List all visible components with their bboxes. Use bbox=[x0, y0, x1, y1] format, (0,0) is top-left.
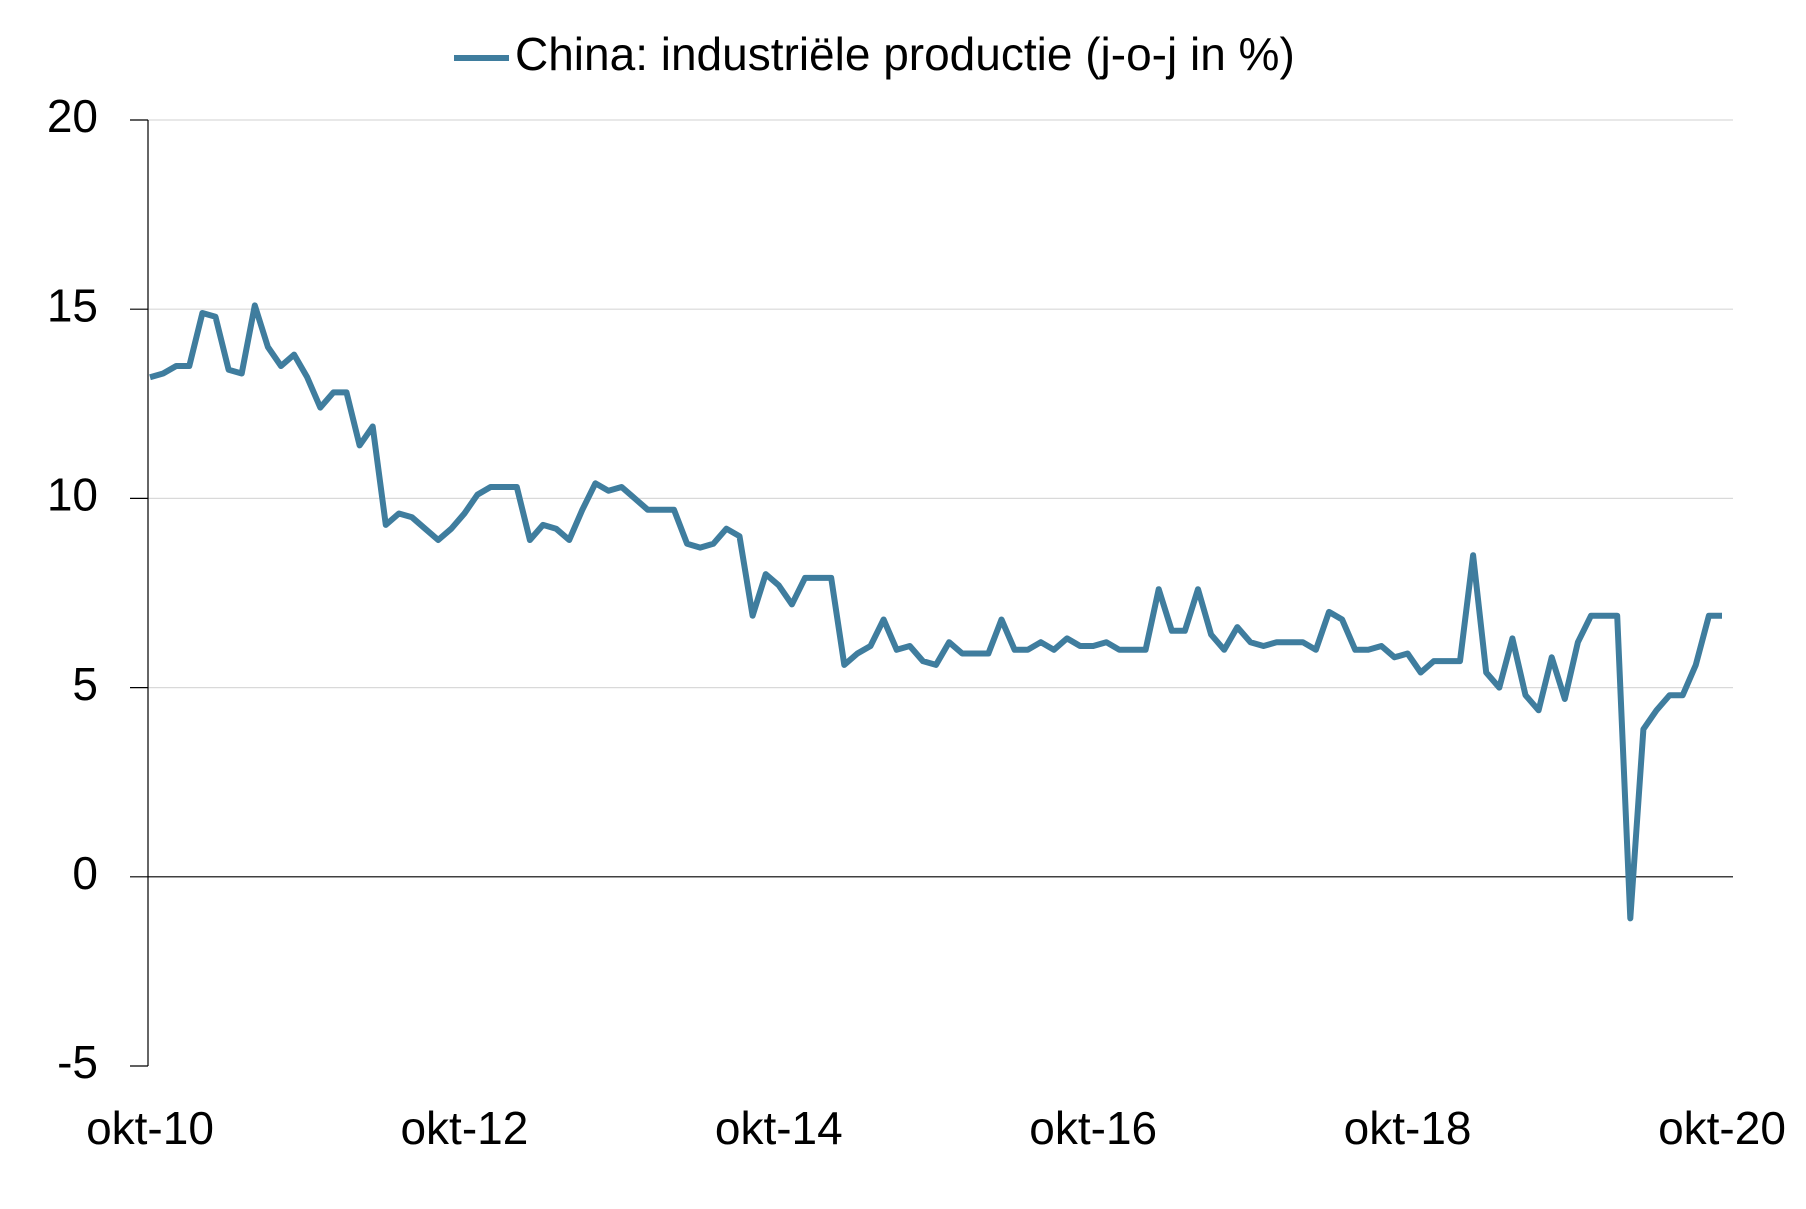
x-tick-label: okt-18 bbox=[1344, 1102, 1472, 1154]
x-tick-label: okt-10 bbox=[86, 1102, 214, 1154]
y-tick-label: 0 bbox=[72, 847, 98, 899]
x-tick-label: okt-16 bbox=[1029, 1102, 1157, 1154]
y-tick-label: -5 bbox=[57, 1036, 98, 1088]
y-tick-label: 15 bbox=[47, 279, 98, 331]
y-tick-label: 10 bbox=[47, 469, 98, 521]
x-tick-label: okt-12 bbox=[400, 1102, 528, 1154]
legend-label: China: industriële productie (j-o-j in %… bbox=[515, 28, 1295, 80]
y-tick-label: 5 bbox=[72, 658, 98, 710]
x-tick-label: okt-20 bbox=[1658, 1102, 1786, 1154]
y-tick-label: 20 bbox=[47, 90, 98, 142]
data-line bbox=[149, 302, 1722, 922]
x-tick-label: okt-14 bbox=[715, 1102, 843, 1154]
